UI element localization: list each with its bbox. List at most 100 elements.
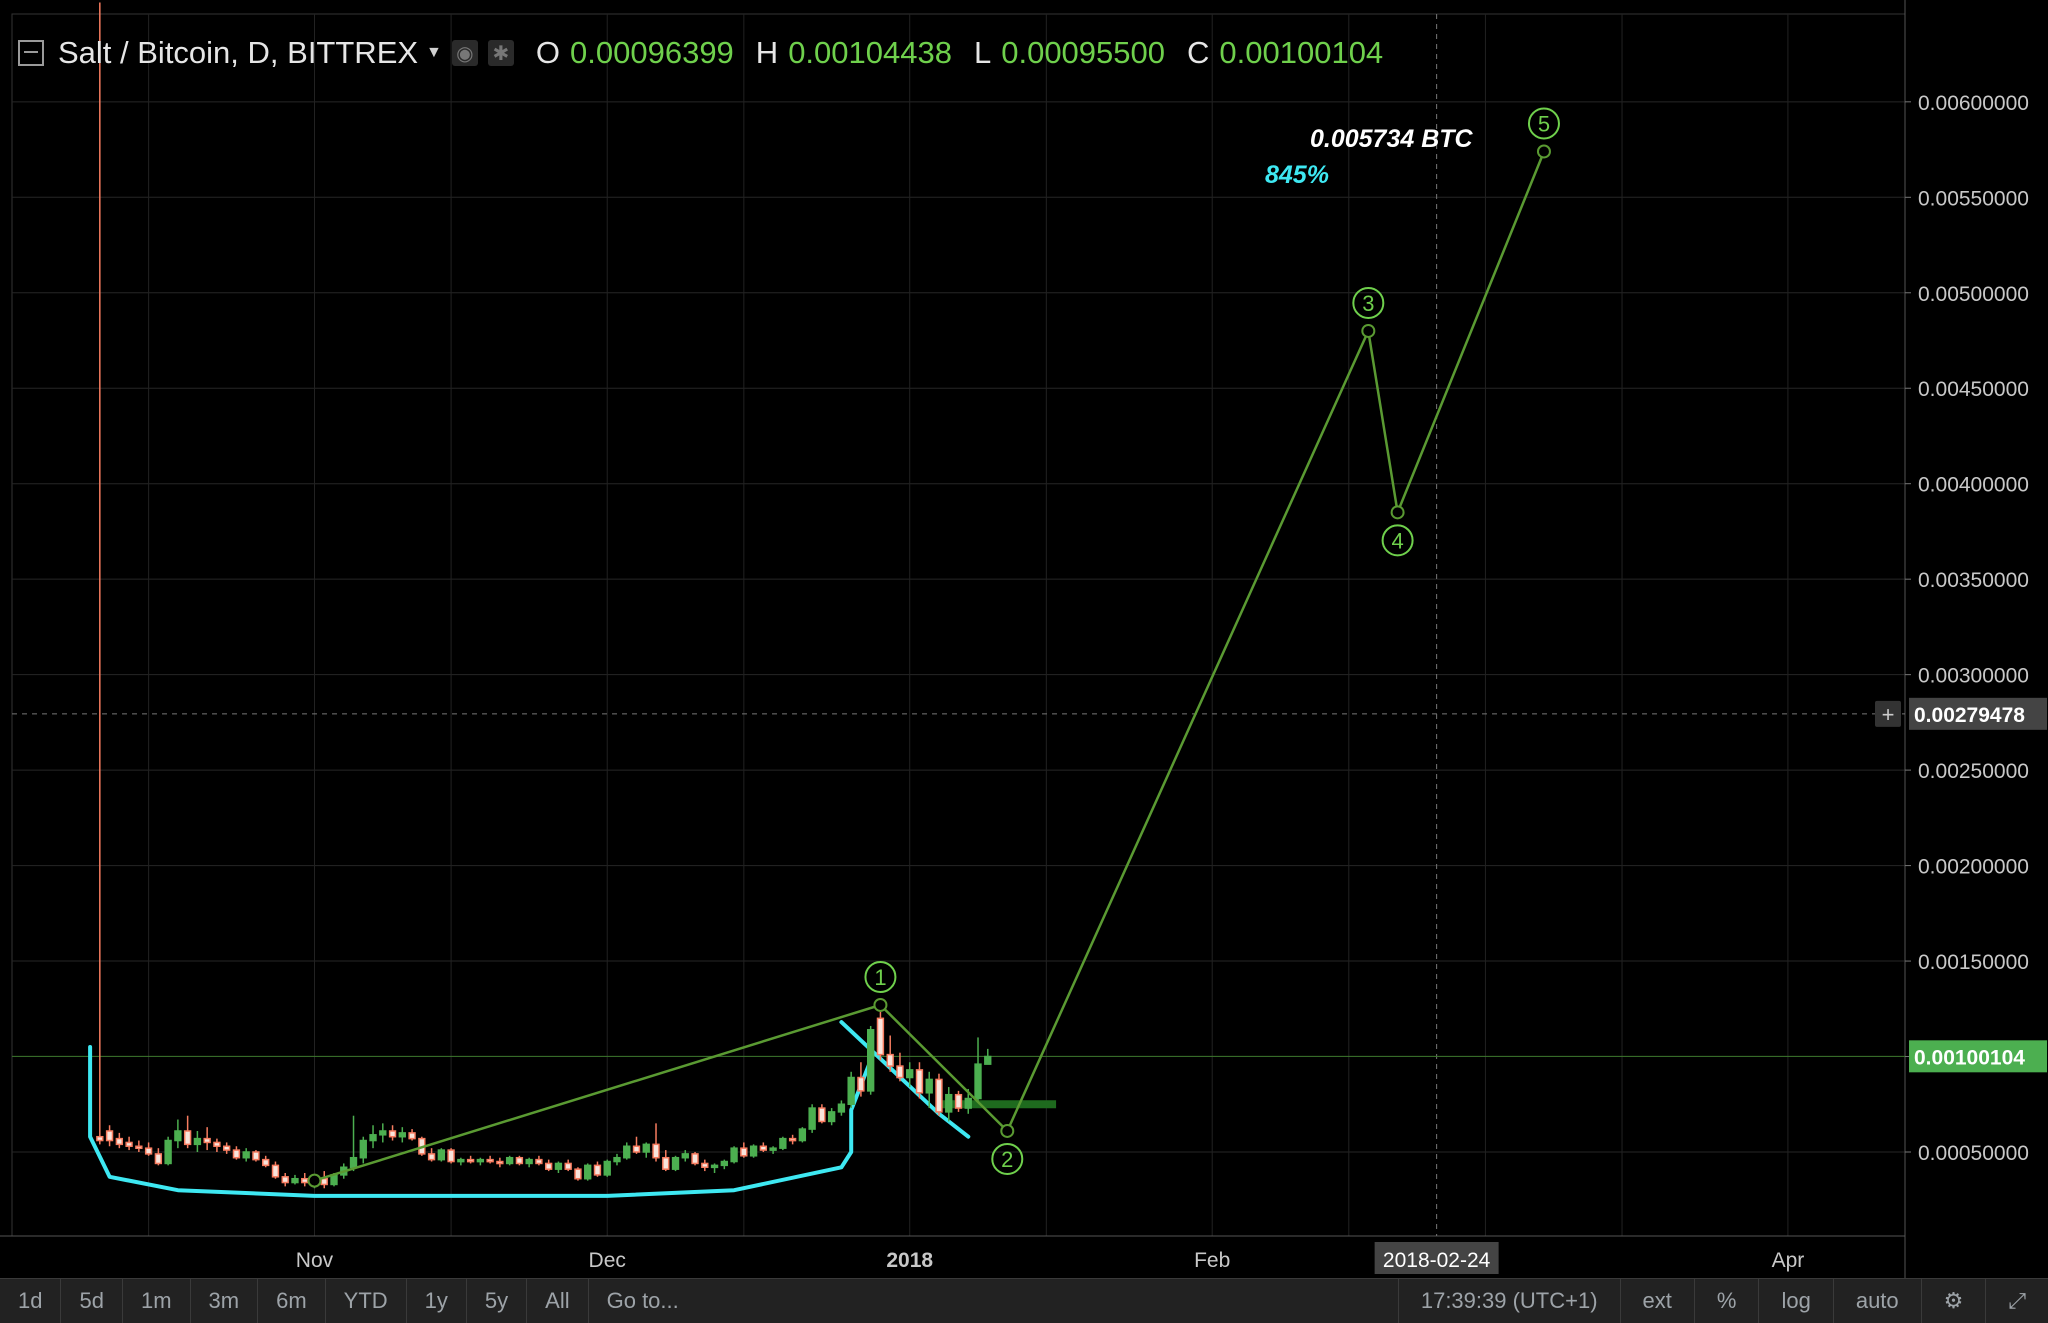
wave-label-circle xyxy=(1381,524,1414,557)
candle-body xyxy=(847,1076,855,1106)
candle-body xyxy=(691,1153,699,1165)
fullscreen-icon[interactable]: ⤢ xyxy=(1985,1279,2048,1323)
candle-body xyxy=(681,1153,689,1159)
gain-percent-annotation: 845% xyxy=(1265,161,1329,189)
range-3m-button[interactable]: 3m xyxy=(191,1279,259,1323)
candle-body xyxy=(788,1137,797,1142)
y-tick-label: 0.00200000 xyxy=(1918,856,2029,879)
range-5d-button[interactable]: 5d xyxy=(61,1279,123,1323)
ext-toggle[interactable]: ext xyxy=(1619,1279,1694,1323)
last-price-label: 0.00100104 xyxy=(1914,1046,2025,1069)
settings-gear-icon[interactable]: ⚙ xyxy=(1920,1279,1986,1323)
x-tick-label: Apr xyxy=(1772,1249,1805,1272)
target-price-annotation: 0.005734 BTC xyxy=(1310,125,1474,153)
wave-label: 1 xyxy=(874,965,886,990)
y-tick-label: 0.00450000 xyxy=(1918,378,2029,401)
chevron-down-icon[interactable]: ▼ xyxy=(426,44,442,61)
candle-body xyxy=(554,1162,563,1170)
range-1m-button[interactable]: 1m xyxy=(123,1279,191,1323)
candle-body xyxy=(798,1128,807,1142)
candle-body xyxy=(144,1147,153,1155)
close-key: C xyxy=(1187,35,1210,70)
range-6m-button[interactable]: 6m xyxy=(258,1279,326,1323)
candle-body xyxy=(125,1141,133,1148)
collapse-legend-icon[interactable] xyxy=(18,40,44,66)
candle-body xyxy=(164,1139,172,1165)
candle-body xyxy=(486,1158,494,1163)
candle-body xyxy=(827,1111,836,1123)
candle-body xyxy=(584,1164,592,1180)
y-tick-label: 0.00500000 xyxy=(1918,283,2029,306)
candle-body xyxy=(271,1164,280,1178)
candle-body xyxy=(837,1103,846,1113)
plot-area[interactable] xyxy=(11,13,1906,1237)
candle-body xyxy=(759,1145,768,1151)
symbol-title[interactable]: Salt / Bitcoin, D, BITTREX xyxy=(58,35,419,70)
gear-icon[interactable]: ✱ xyxy=(487,40,514,66)
candle-body xyxy=(466,1158,475,1163)
eye-icon[interactable]: ◉ xyxy=(451,40,478,66)
candle-body xyxy=(740,1147,748,1157)
wave-label-circle xyxy=(864,960,897,993)
wave-label: 5 xyxy=(1538,111,1550,136)
y-tick-label: 0.00050000 xyxy=(1918,1142,2029,1165)
candle-body xyxy=(535,1158,543,1165)
low-key: L xyxy=(973,35,992,70)
candle-body xyxy=(564,1162,572,1170)
price-chart[interactable]: 0.00600000 0.00550000 0.00500000 0.00450000… xyxy=(0,0,2048,1278)
crosshair-price-label: 0.00279478 xyxy=(1914,704,2025,727)
candle-body xyxy=(349,1156,358,1169)
elliott-wave-line xyxy=(314,151,1546,1182)
range-all-button[interactable]: All xyxy=(527,1279,589,1323)
candle-body xyxy=(232,1149,241,1159)
range-1d-button[interactable]: 1d xyxy=(0,1279,62,1323)
candle-body xyxy=(974,1063,982,1100)
candle-body xyxy=(730,1147,738,1163)
last-price-label-bg xyxy=(1909,1040,2047,1073)
range-ytd-button[interactable]: YTD xyxy=(326,1279,407,1323)
low-value: 0.00095500 xyxy=(1001,35,1165,70)
range-5y-button[interactable]: 5y xyxy=(467,1279,528,1323)
wave-label: 3 xyxy=(1362,291,1374,316)
candle-body xyxy=(242,1151,250,1159)
plus-icon[interactable]: + xyxy=(1882,702,1895,727)
clock-display[interactable]: 17:39:39 (UTC+1) xyxy=(1397,1279,1620,1323)
wave-point xyxy=(1361,323,1376,338)
crosshair-plus-button[interactable] xyxy=(1875,700,1901,727)
cup-drawing xyxy=(88,1045,873,1198)
x-tick-label: Feb xyxy=(1194,1249,1230,1272)
candle-body xyxy=(886,1053,894,1067)
candle-body xyxy=(749,1145,758,1157)
wave-label-circle xyxy=(1527,107,1560,140)
chart-legend: Salt / Bitcoin, D, BITTREX ▼ ◉ ✱ O 0.0009… xyxy=(18,34,1383,72)
candle-body xyxy=(945,1093,953,1113)
range-1y-button[interactable]: 1y xyxy=(407,1279,467,1323)
candle-body xyxy=(183,1130,192,1146)
candle-body xyxy=(652,1143,660,1159)
candle-body xyxy=(574,1168,582,1180)
candle-body xyxy=(662,1156,670,1170)
candle-body xyxy=(320,1177,328,1186)
candle-body xyxy=(671,1156,680,1170)
candle-body xyxy=(369,1134,377,1142)
goto-button[interactable]: Go to... xyxy=(606,1288,679,1313)
candle-body xyxy=(193,1137,202,1146)
auto-toggle[interactable]: auto xyxy=(1832,1279,1921,1323)
log-toggle[interactable]: log xyxy=(1758,1279,1832,1323)
percent-toggle[interactable]: % xyxy=(1693,1279,1759,1323)
candle-body xyxy=(213,1141,221,1148)
candle-body xyxy=(398,1132,406,1138)
wave-point xyxy=(1390,505,1405,520)
candle-body xyxy=(135,1145,143,1150)
candle-body xyxy=(935,1078,943,1113)
candle-body xyxy=(964,1097,972,1109)
wave-label: 2 xyxy=(1001,1147,1013,1172)
candle-body xyxy=(388,1130,397,1138)
candle-body xyxy=(925,1078,933,1094)
candle-body xyxy=(291,1177,299,1184)
x-tick-label: Nov xyxy=(296,1249,334,1272)
candle-body xyxy=(525,1158,533,1165)
candle-body xyxy=(262,1158,270,1167)
candle-body xyxy=(632,1145,641,1153)
